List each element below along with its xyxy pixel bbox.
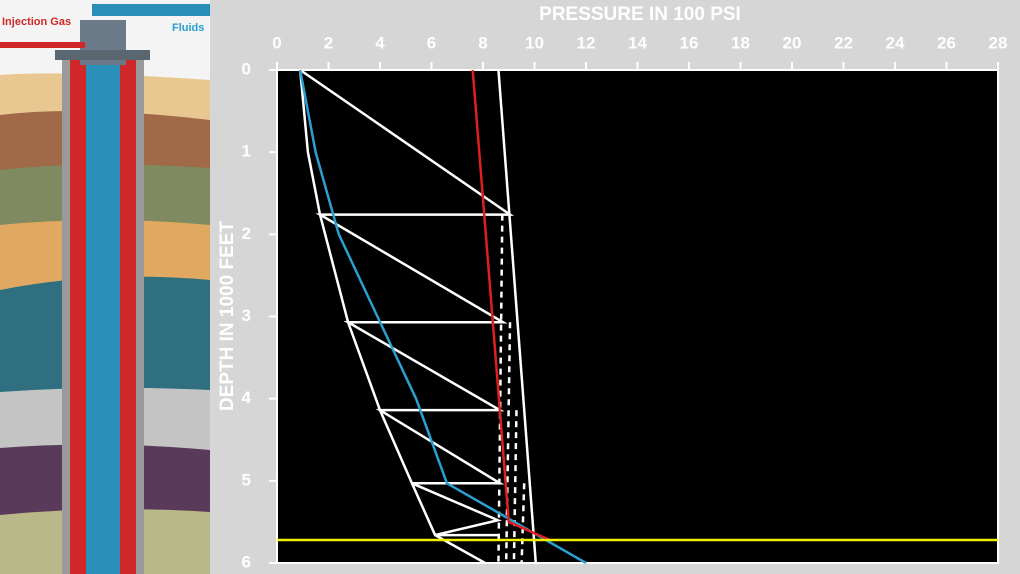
y-tick-label: 5 [242,470,251,489]
x-tick-label: 4 [375,33,385,52]
x-tick-label: 10 [525,33,544,52]
x-tick-label: 14 [628,33,647,52]
x-tick-label: 0 [272,33,281,52]
y-tick-label: 4 [242,388,252,407]
x-tick-label: 28 [989,33,1008,52]
x-tick-label: 22 [834,33,853,52]
well-illustration: Injection Gas Fluids [0,0,210,574]
x-tick-label: 16 [680,33,699,52]
data-line [520,483,526,564]
y-tick-label: 6 [242,552,251,571]
gas-line [0,42,85,48]
flow-line [92,4,210,16]
plot-area [276,69,999,564]
data-line [497,69,538,564]
x-tick-label: 20 [783,33,802,52]
data-line [504,322,512,564]
x-tick-label: 2 [324,33,333,52]
x-tick-label: 24 [886,33,905,52]
y-tick-label: 1 [242,142,251,161]
data-line [299,68,515,537]
x-tick-label: 12 [577,33,596,52]
tubing [86,60,120,574]
data-line [298,69,486,565]
x-axis-label: PRESSURE IN 100 PSI [539,4,741,25]
x-tick-label: 8 [478,33,487,52]
y-tick-label: 2 [242,224,251,243]
data-line [298,69,587,565]
y-tick-label: 0 [242,59,251,78]
x-tick-label: 26 [937,33,956,52]
flange [55,50,150,60]
x-tick-label: 6 [427,33,436,52]
illustration-label: Fluids [172,22,204,34]
data-line [471,69,551,542]
x-tick-label: 18 [731,33,750,52]
data-line [497,214,504,564]
y-tick-label: 3 [242,306,251,325]
data-line [512,410,518,564]
y-axis-label: DEPTH IN 1000 FEET [217,221,238,411]
illustration-label: Injection Gas [2,16,71,28]
